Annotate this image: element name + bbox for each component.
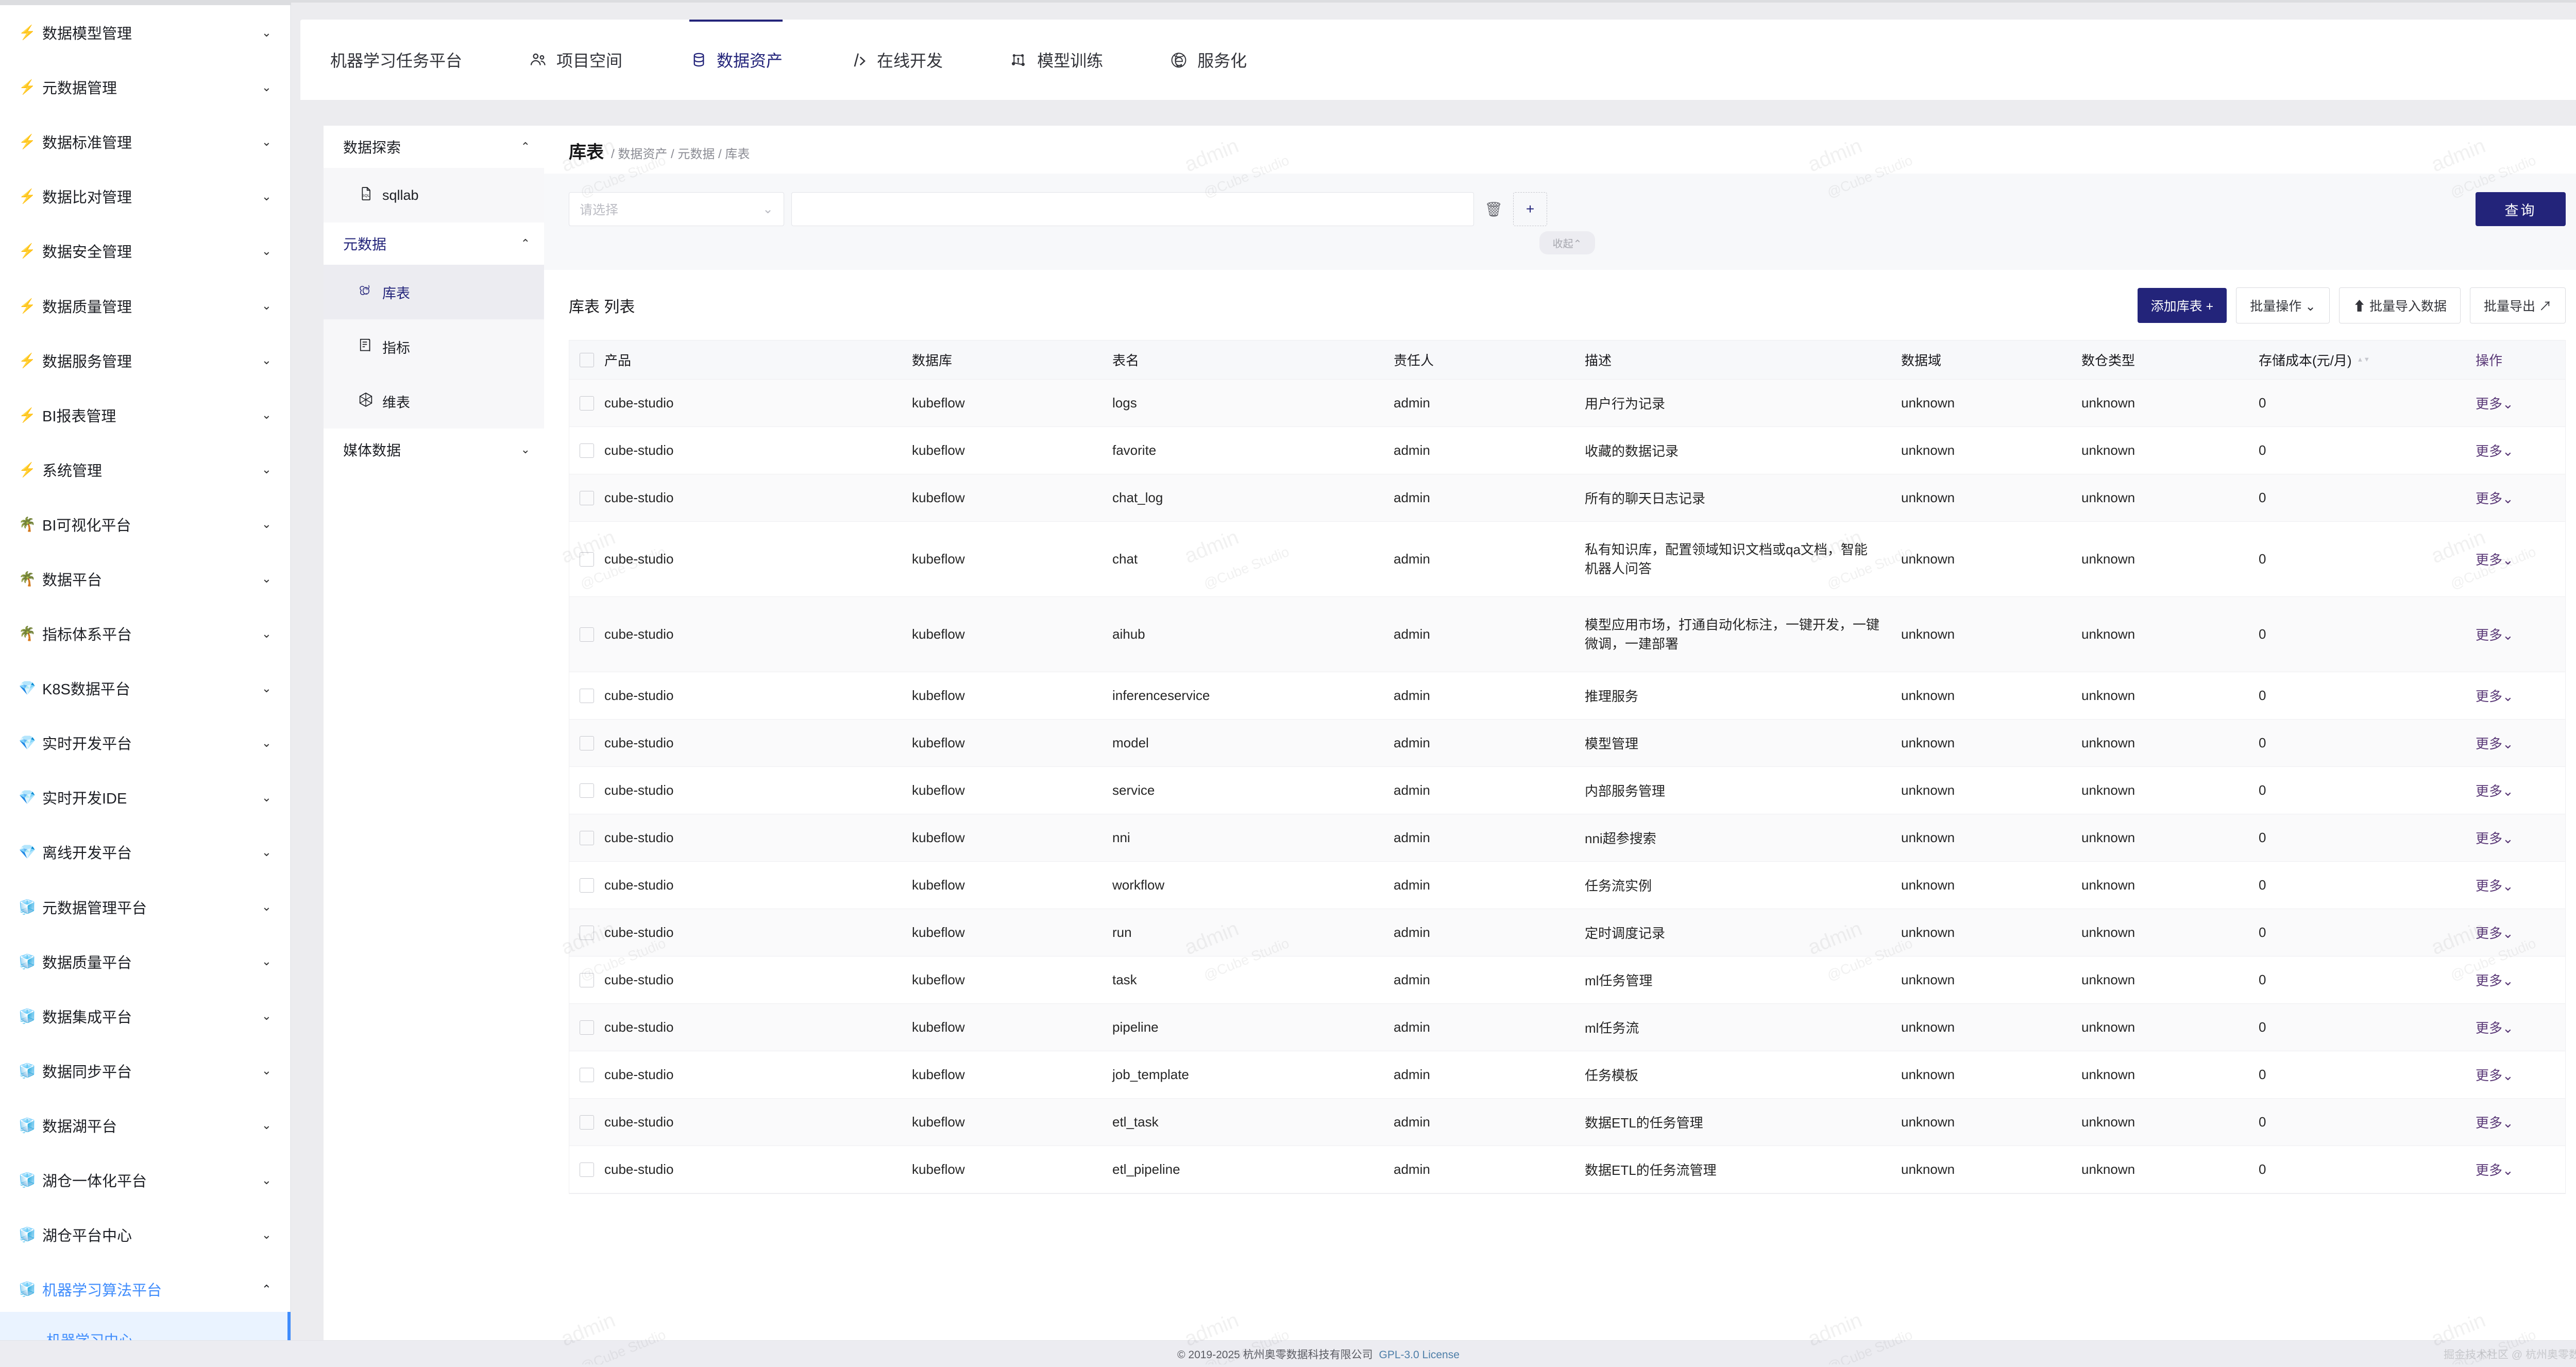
svg-text:SQL: SQL: [362, 193, 370, 198]
